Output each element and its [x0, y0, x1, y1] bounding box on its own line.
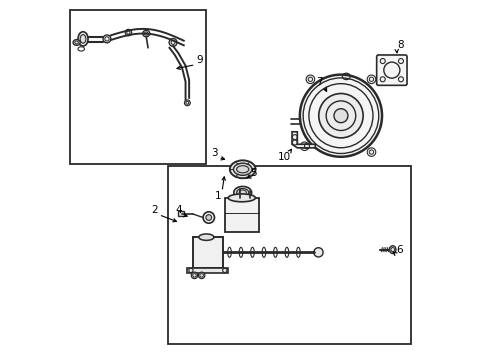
Circle shape: [300, 142, 308, 150]
Circle shape: [299, 75, 381, 157]
FancyBboxPatch shape: [376, 55, 406, 85]
Ellipse shape: [239, 247, 242, 257]
Ellipse shape: [233, 186, 251, 199]
Polygon shape: [187, 267, 228, 273]
Ellipse shape: [142, 30, 149, 37]
Text: 2: 2: [151, 205, 158, 215]
Circle shape: [366, 148, 375, 156]
Bar: [224, 198, 258, 232]
Ellipse shape: [229, 160, 255, 178]
Text: 3: 3: [210, 148, 217, 158]
Ellipse shape: [103, 35, 111, 43]
Ellipse shape: [262, 247, 265, 257]
Ellipse shape: [233, 163, 251, 175]
Ellipse shape: [227, 247, 231, 257]
Bar: [167, 166, 410, 344]
Text: 10: 10: [278, 152, 291, 162]
Ellipse shape: [296, 247, 300, 257]
Circle shape: [191, 272, 197, 279]
Ellipse shape: [125, 30, 131, 36]
Ellipse shape: [228, 194, 255, 202]
Bar: [192, 237, 223, 267]
Text: 6: 6: [396, 245, 403, 255]
Text: 8: 8: [397, 40, 404, 50]
Ellipse shape: [273, 247, 277, 257]
Circle shape: [305, 75, 314, 84]
Text: 7: 7: [316, 77, 322, 87]
Bar: [178, 211, 184, 216]
Circle shape: [333, 109, 347, 123]
Circle shape: [366, 75, 375, 84]
Ellipse shape: [198, 234, 214, 240]
Text: 5: 5: [249, 168, 256, 178]
Ellipse shape: [78, 32, 88, 46]
Ellipse shape: [80, 35, 86, 43]
Ellipse shape: [285, 247, 288, 257]
Ellipse shape: [250, 247, 254, 257]
Circle shape: [203, 212, 214, 223]
Ellipse shape: [169, 39, 177, 46]
Text: 4: 4: [175, 205, 182, 215]
Circle shape: [198, 272, 204, 279]
Bar: [70, 10, 205, 164]
Ellipse shape: [236, 189, 248, 197]
Ellipse shape: [389, 246, 395, 253]
Circle shape: [313, 248, 323, 257]
Circle shape: [318, 94, 363, 138]
Text: 9: 9: [196, 55, 203, 65]
Ellipse shape: [73, 40, 80, 45]
Circle shape: [205, 215, 211, 220]
Text: 1: 1: [214, 191, 221, 201]
Ellipse shape: [184, 100, 190, 106]
Polygon shape: [291, 132, 315, 148]
